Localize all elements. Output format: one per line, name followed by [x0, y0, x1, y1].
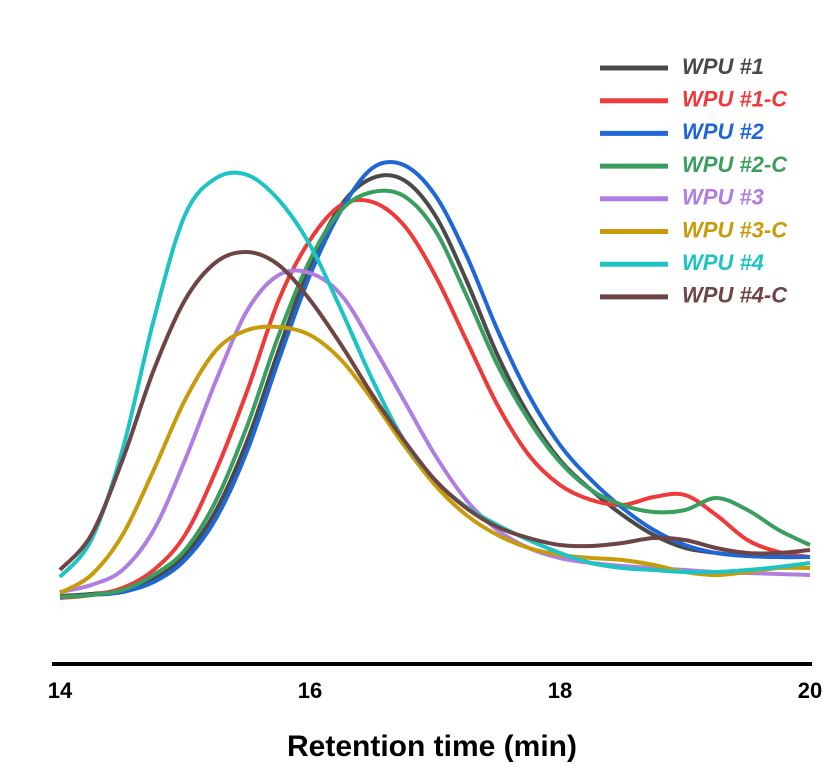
- x-axis-label: Retention time (min): [287, 730, 577, 763]
- legend-label: WPU #2-C: [682, 152, 788, 177]
- line: [59, 173, 811, 598]
- legend-label: WPU #1-C: [682, 87, 788, 112]
- legend-label: WPU #4-C: [682, 283, 788, 308]
- line: [59, 188, 811, 599]
- line: [59, 197, 811, 600]
- x-tick-label: 16: [298, 678, 322, 703]
- x-tick-label: 18: [548, 678, 572, 703]
- legend-label: WPU #3: [682, 185, 764, 210]
- line: [58, 249, 811, 572]
- x-tick-label: 14: [48, 678, 73, 703]
- legend-label: WPU #1: [682, 54, 764, 79]
- line: [59, 159, 811, 599]
- legend-label: WPU #3-C: [682, 217, 788, 242]
- x-tick-label: 20: [798, 678, 822, 703]
- legend-label: WPU #2: [682, 119, 765, 144]
- legend-label: WPU #4: [682, 250, 764, 275]
